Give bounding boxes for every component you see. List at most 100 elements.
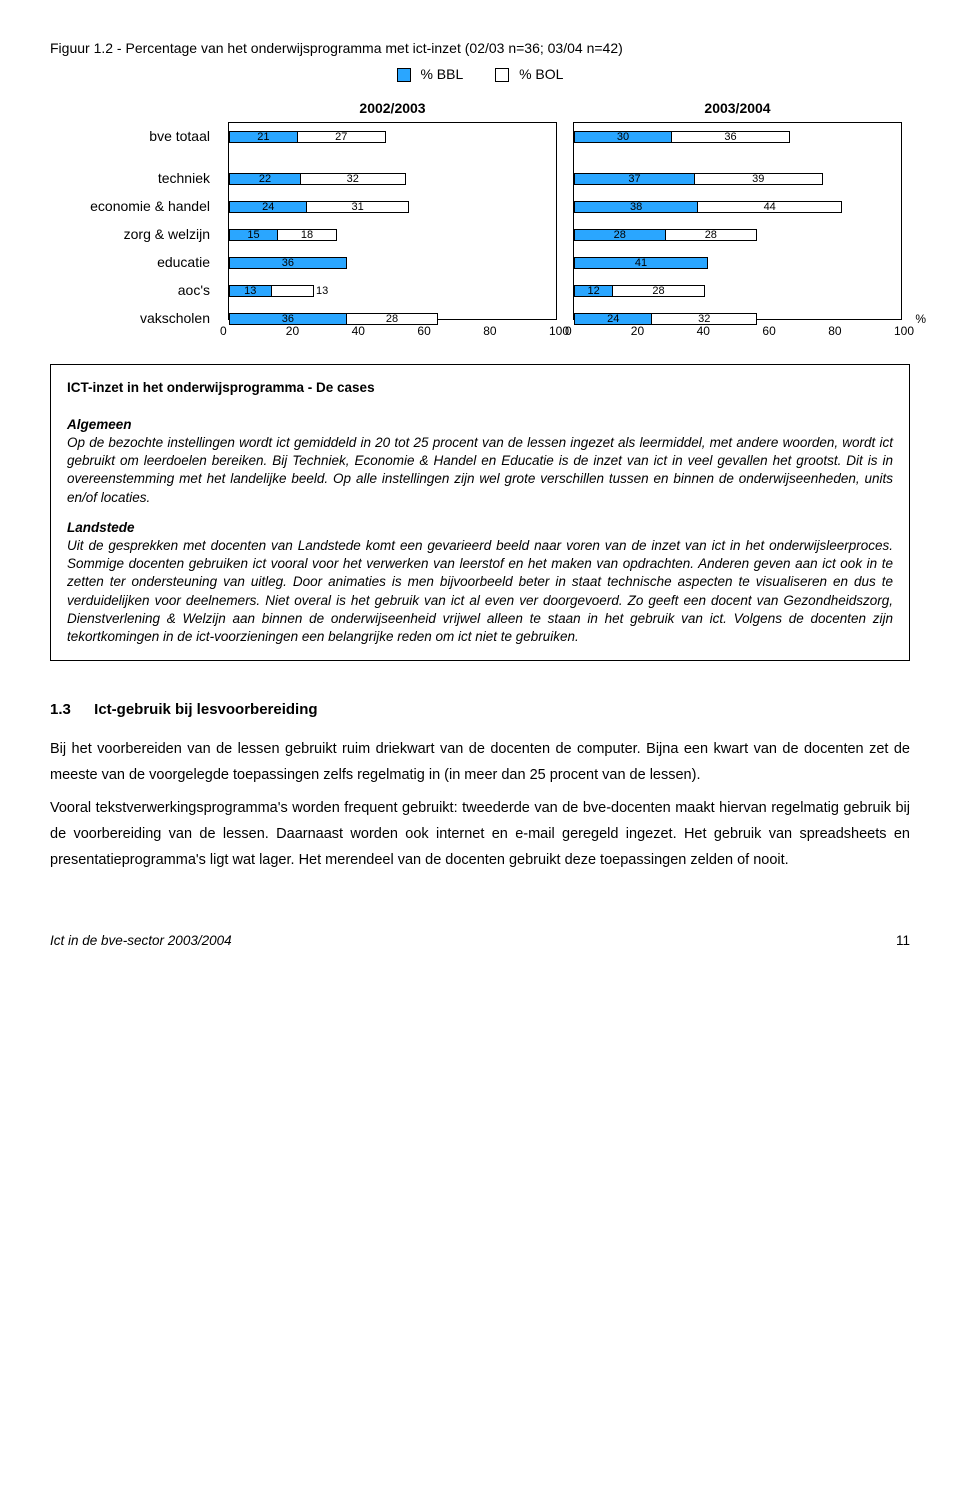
bar-value: 12 <box>587 285 599 297</box>
algemeen-label: Algemeen <box>67 417 132 432</box>
bar-value: 38 <box>630 201 642 213</box>
bar-value: 24 <box>607 313 619 325</box>
bar-value: 28 <box>652 285 664 297</box>
bar-value: 27 <box>335 131 347 143</box>
bar-row: 3844 <box>574 193 901 221</box>
chart-legend: % BBL % BOL <box>50 66 910 82</box>
bar-bbl: 15 <box>229 229 278 241</box>
bar-value: 18 <box>301 229 313 241</box>
bar-bol: 39 <box>695 173 823 185</box>
bar-bol: 27 <box>298 131 386 143</box>
algemeen-text: Op de bezochte instellingen wordt ict ge… <box>67 435 893 505</box>
bar-row: 12 28 <box>574 277 901 305</box>
bar-row: 30 36 <box>574 123 901 151</box>
bar-value: 21 <box>257 131 269 143</box>
bar-bol: 31 <box>307 201 408 213</box>
bar-bbl: 24 <box>229 201 307 213</box>
bar-row: 21 27 <box>229 123 556 151</box>
bar-bol: 18 <box>278 229 337 241</box>
category-label: aoc's <box>50 276 210 304</box>
bar-row: 41 <box>574 249 901 277</box>
bar-bbl: 28 <box>574 229 666 241</box>
bar-value: 15 <box>247 229 259 241</box>
axis-tick: 40 <box>352 324 365 338</box>
legend-item-bol: % BOL <box>495 66 563 82</box>
bar-row: 28 28 <box>574 221 901 249</box>
category-label: economie & handel <box>50 192 210 220</box>
bar-value: 13 <box>313 285 328 297</box>
bar-bol: 32 <box>301 173 406 185</box>
bar-bbl: 13 <box>229 285 272 297</box>
bar-row: 1313 <box>229 277 556 305</box>
bar-bbl: 22 <box>229 173 301 185</box>
legend-item-bbl: % BBL <box>397 66 464 82</box>
year-header-right: 2003/2004 <box>573 100 902 122</box>
section-para-1: Bij het voorbereiden van de lessen gebru… <box>50 736 910 788</box>
axis-tick: 60 <box>762 324 775 338</box>
category-label: educatie <box>50 248 210 276</box>
bar-value: 36 <box>282 257 294 269</box>
chart-panel-right: 2003/2004 30363739384428284112282432 020… <box>565 100 910 332</box>
axis-tick: 20 <box>631 324 644 338</box>
bar-value: 28 <box>614 229 626 241</box>
bar-value: 41 <box>635 257 647 269</box>
chart-panel-left: 2002/2003 21272232243115183613133628 020… <box>220 100 565 332</box>
category-label: vakscholen <box>50 304 210 332</box>
category-label: techniek <box>50 164 210 192</box>
charts-container: bve totaaltechniekeconomie & handelzorg … <box>50 100 910 332</box>
page-footer: Ict in de bve-sector 2003/2004 11 <box>50 933 910 948</box>
section-title: Ict-gebruik bij lesvoorbereiding <box>94 701 317 718</box>
axis-tick: 80 <box>828 324 841 338</box>
bar-bol: 28 <box>666 229 758 241</box>
legend-swatch-bbl <box>397 68 411 82</box>
bar-value: 37 <box>628 173 640 185</box>
bar-value: 30 <box>617 131 629 143</box>
bar-value: 31 <box>352 201 364 213</box>
bar-bbl: 12 <box>574 285 613 297</box>
bar-value: 36 <box>724 131 736 143</box>
axis-tick: 40 <box>697 324 710 338</box>
axis-tick: 60 <box>417 324 430 338</box>
bar-bbl: 21 <box>229 131 298 143</box>
footer-left: Ict in de bve-sector 2003/2004 <box>50 933 232 948</box>
box-heading: ICT-inzet in het onderwijsprogramma - De… <box>67 380 375 395</box>
bar-value: 22 <box>259 173 271 185</box>
percent-label: % <box>915 312 926 326</box>
cases-box: ICT-inzet in het onderwijsprogramma - De… <box>50 364 910 661</box>
axis-tick: 20 <box>286 324 299 338</box>
section-heading: 1.3 Ict-gebruik bij lesvoorbereiding <box>50 701 910 718</box>
bar-value: 24 <box>262 201 274 213</box>
bar-bbl: 36 <box>229 257 347 269</box>
bar-bol: 28 <box>613 285 705 297</box>
category-column: bve totaaltechniekeconomie & handelzorg … <box>50 100 220 332</box>
year-header-left: 2002/2003 <box>228 100 557 122</box>
bar-value: 28 <box>386 313 398 325</box>
bar-value: 28 <box>705 229 717 241</box>
axis-tick: 0 <box>220 324 227 338</box>
bar-bbl: 41 <box>574 257 708 269</box>
legend-swatch-bol <box>495 68 509 82</box>
bar-row: 36 <box>229 249 556 277</box>
bar-row: 3628 <box>229 305 556 333</box>
bar-value: 13 <box>244 285 256 297</box>
bar-bol: 36 <box>672 131 790 143</box>
bar-row: 24 31 <box>229 193 556 221</box>
bar-row: 1518 <box>229 221 556 249</box>
bar-bol: 13 <box>272 285 315 297</box>
figure-title: Figuur 1.2 - Percentage van het onderwij… <box>50 40 910 56</box>
landstede-text: Uit de gesprekken met docenten van Lands… <box>67 538 893 644</box>
chart-plot-left: 21272232243115183613133628 <box>228 122 557 320</box>
bar-value: 39 <box>752 173 764 185</box>
landstede-label: Landstede <box>67 520 135 535</box>
bar-bbl: 37 <box>574 173 695 185</box>
footer-page-number: 11 <box>896 933 910 948</box>
section-number: 1.3 <box>50 701 90 718</box>
bar-row: 37 39 <box>574 165 901 193</box>
axis-tick: 80 <box>483 324 496 338</box>
axis-tick: 0 <box>565 324 572 338</box>
bar-value: 32 <box>347 173 359 185</box>
section-para-2: Vooral tekstverwerkingsprogramma's worde… <box>50 795 910 873</box>
bar-bbl: 38 <box>574 201 698 213</box>
bar-bbl: 30 <box>574 131 672 143</box>
chart-plot-right: 30363739384428284112282432 <box>573 122 902 320</box>
